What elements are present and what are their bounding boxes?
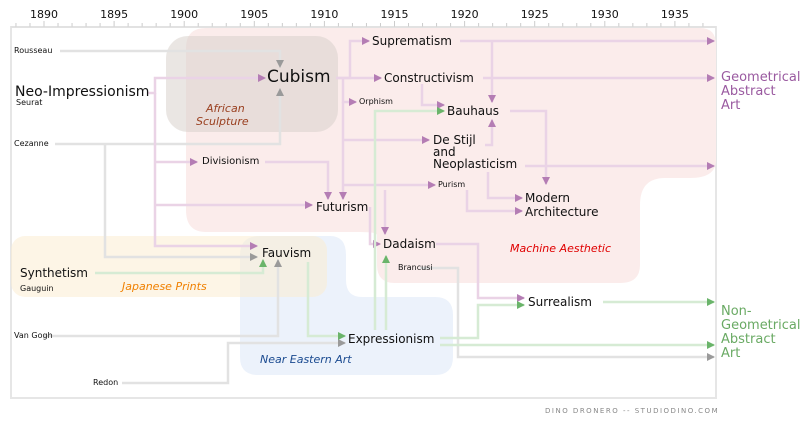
influence-arrow-redon-to-expressionism xyxy=(122,339,346,385)
axis-year-label: 1930 xyxy=(590,8,619,21)
region-label-japanese-prints: Japanese Prints xyxy=(122,280,207,293)
outcome-geometrical-abstract-art: Geometrical Abstract Art xyxy=(721,71,800,113)
influence-arrow-neo-to-cubism xyxy=(147,74,266,95)
artist-cezanne: Cezanne xyxy=(14,139,49,148)
movement-cubism: Cubism xyxy=(267,67,331,87)
artist-gauguin: Gauguin xyxy=(20,284,54,293)
outcome-geo-line-2: Abstract xyxy=(721,84,776,99)
credit: DINO DRONERO -- STUDIODINO.COM xyxy=(545,407,720,415)
de-stijl-line-2: and xyxy=(433,145,456,159)
influence-arrow-van-gogh-to-fauvism xyxy=(44,259,282,338)
influence-arrow-constructivism-to-bauhaus xyxy=(420,84,445,109)
outcome-nongeo-line-2: Geometrical xyxy=(721,318,801,333)
axis-ticks xyxy=(11,21,716,28)
influence-arrow-expressionism-to-bauhaus xyxy=(373,107,445,330)
artist-rousseau: Rousseau xyxy=(14,46,53,55)
influence-arrow-divisionism-to-futurism xyxy=(265,160,332,200)
influence-arrow-rousseau-to-cubism xyxy=(60,49,284,68)
axis-year-label: 1915 xyxy=(380,8,409,21)
outcome-geo-line-3: Art xyxy=(721,98,741,113)
region-label-near-eastern-art: Near Eastern Art xyxy=(260,353,352,366)
influence-arrow-dadaism-to-surrealism xyxy=(436,242,525,302)
region-label-machine-aesthetic: Machine Aesthetic xyxy=(510,242,612,255)
influence-arrow-synthetism-to-fauvism xyxy=(95,259,267,275)
movement-dadaism: Dadaism xyxy=(383,237,436,251)
influence-arrow-bauhaus-to-modern xyxy=(510,109,550,185)
movement-surrealism: Surrealism xyxy=(528,295,592,309)
movement-divisionism: Divisionism xyxy=(202,156,260,167)
movement-bauhaus: Bauhaus xyxy=(447,104,500,118)
artist-redon: Redon xyxy=(93,378,119,387)
movement-futurism: Futurism xyxy=(316,200,369,214)
region-african-sculpture xyxy=(166,36,338,132)
movement-modern-architecture: Modern Architecture xyxy=(525,191,598,219)
influence-arrow-expressionism-to-surrealism xyxy=(440,301,525,340)
influence-arrow-purism-to-architecture xyxy=(465,190,523,215)
movement-de-stijl: De Stijl and Neoplasticism xyxy=(433,134,517,170)
movement-suprematism: Suprematism xyxy=(372,34,452,48)
outcome-nongeo-line-1: Non- xyxy=(721,304,752,319)
axis-year-label: 1905 xyxy=(240,8,269,21)
region-japanese-prints xyxy=(11,236,327,297)
influence-arrow-de-stijl-to-bauhaus xyxy=(485,119,496,147)
movement-purism: Purism xyxy=(438,180,466,189)
outcome-nongeo-line-4: Art xyxy=(721,346,741,361)
axis-year-label: 1900 xyxy=(170,8,199,21)
influence-arrow-fauvism-to-expressionism xyxy=(306,262,346,340)
influence-arrow-neo-to-fauvism xyxy=(153,93,258,250)
african-line-1: African xyxy=(205,102,245,115)
axis-year-label: 1895 xyxy=(100,8,129,21)
outcome-nongeo-line-3: Abstract xyxy=(721,332,776,347)
movement-neo-impressionism: Neo-Impressionism xyxy=(15,84,150,100)
artist-seurat: Seurat xyxy=(16,98,43,107)
influence-arrow-cezanne-to-fauvism xyxy=(103,144,258,261)
de-stijl-line-3: Neoplasticism xyxy=(433,157,518,171)
outcome-geo-line-1: Geometrical xyxy=(721,70,801,85)
modern-line-1: Modern xyxy=(525,191,571,205)
region-label-african-sculpture: African Sculpture xyxy=(196,102,249,128)
movement-orphism: Orphism xyxy=(359,97,393,106)
modern-line-2: Architecture xyxy=(525,205,599,219)
movement-expressionism: Expressionism xyxy=(348,332,435,346)
influence-arrow-cezanne-to-cubism xyxy=(55,88,284,146)
axis-year-label: 1925 xyxy=(520,8,549,21)
axis-year-label: 1910 xyxy=(310,8,339,21)
artist-brancusi: Brancusi xyxy=(398,263,433,272)
outcome-non-geometrical-abstract-art: Non- Geometrical Abstract Art xyxy=(721,305,800,361)
axis-year-label: 1920 xyxy=(450,8,479,21)
influence-arrow-futurism-to-dadaism xyxy=(368,207,381,248)
movement-constructivism: Constructivism xyxy=(384,71,474,85)
axis-year-label: 1935 xyxy=(660,8,689,21)
african-line-2: Sculpture xyxy=(196,115,249,128)
influence-arrow-brancusi-to-nongeometrical xyxy=(420,266,715,361)
movement-fauvism: Fauvism xyxy=(262,246,312,260)
axis-year-label: 1890 xyxy=(30,8,58,21)
artist-van-gogh: Van Gogh xyxy=(14,331,53,340)
movement-synthetism: Synthetism xyxy=(20,266,88,280)
de-stijl-line-1: De Stijl xyxy=(433,133,476,147)
influence-arrow-neoplasticism-to-modern xyxy=(486,172,523,202)
